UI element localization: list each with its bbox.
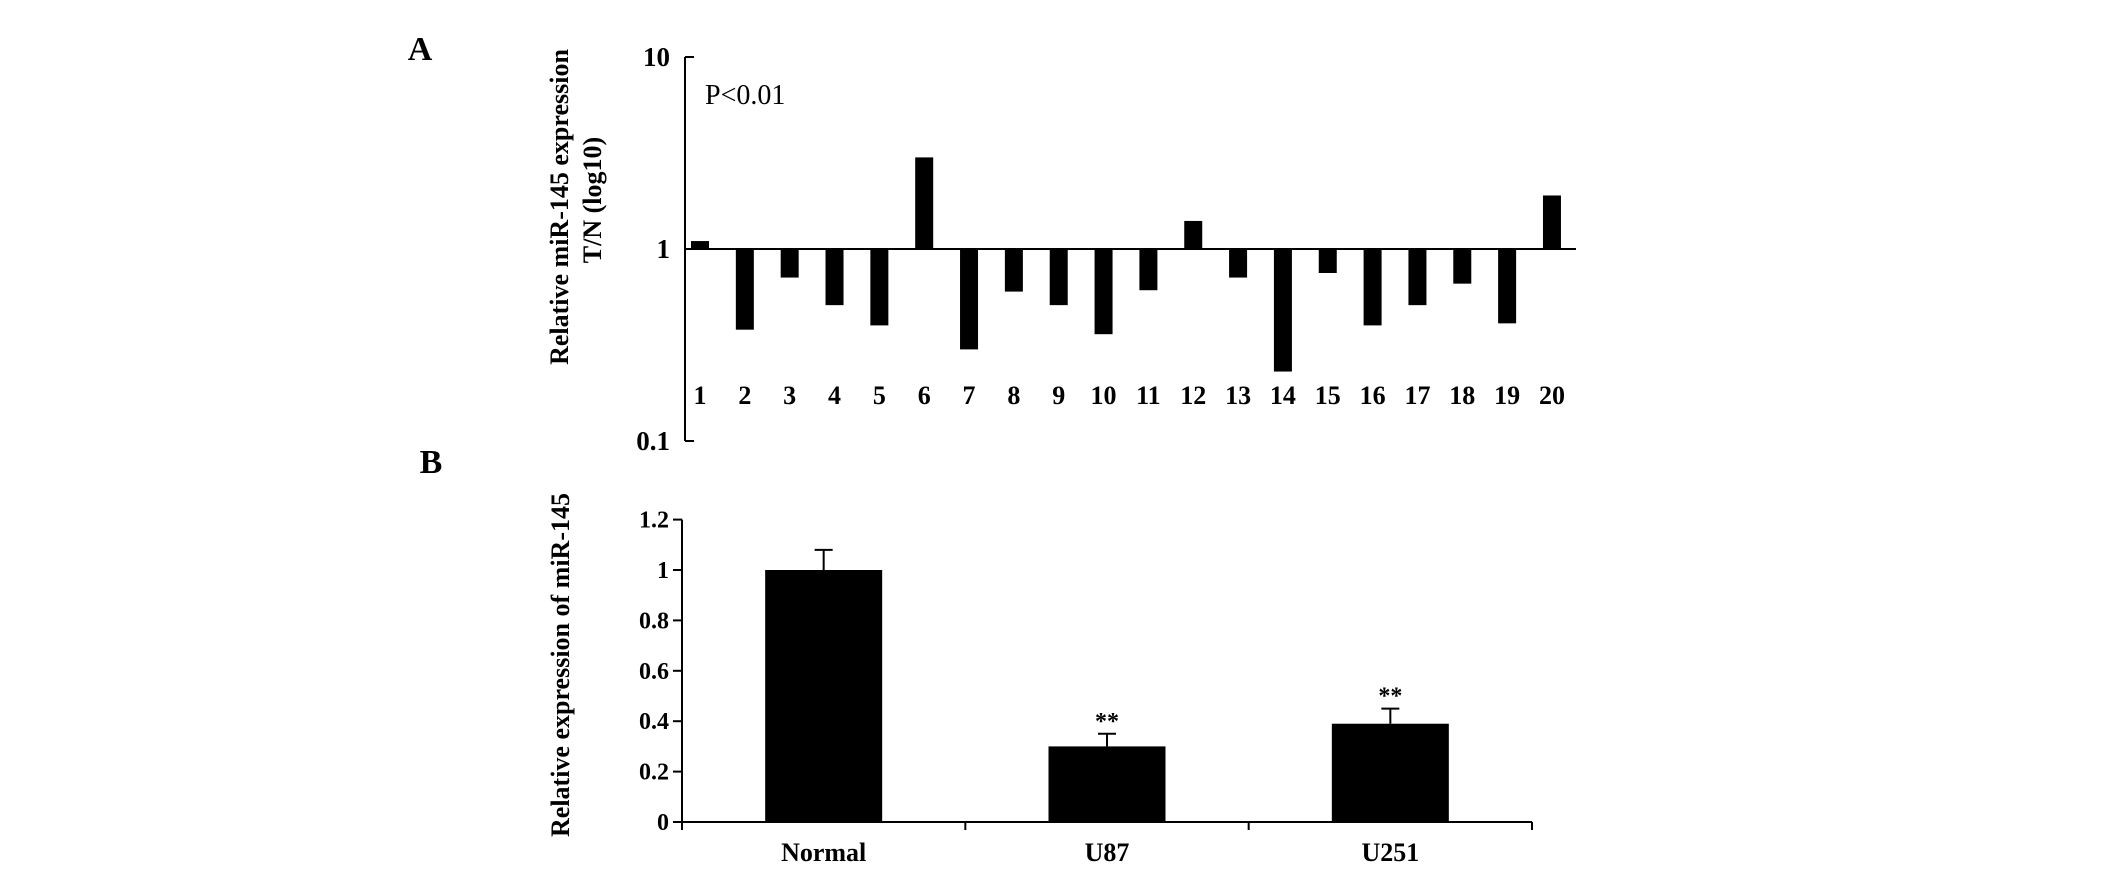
panel-b-bar-u87 bbox=[1048, 746, 1166, 822]
panel-a-y-tick-label-2: 1 bbox=[657, 234, 671, 264]
panel-b-significance-u87: ** bbox=[1095, 709, 1119, 735]
panel-a-y-tick-label-1: 10 bbox=[643, 42, 670, 72]
panel-b-y-tick-label-1: 0 bbox=[657, 810, 669, 836]
panel-b-category-label-normal: Normal bbox=[781, 838, 866, 867]
panel-a-category-label-8: 8 bbox=[1007, 381, 1020, 410]
panel-a-bar-17 bbox=[1408, 249, 1427, 306]
panel-a-bar-4 bbox=[825, 249, 844, 306]
panel-b-label: B bbox=[420, 444, 443, 481]
panel-a-category-label-19: 19 bbox=[1494, 381, 1520, 410]
panel-a-category-label-17: 17 bbox=[1404, 381, 1430, 410]
panel-a-bar-19 bbox=[1498, 249, 1517, 324]
panel-b-significance-u251: ** bbox=[1378, 684, 1402, 710]
panel-b-y-tick-label-5: 0.8 bbox=[639, 608, 669, 634]
panel-a-category-label-15: 15 bbox=[1315, 381, 1341, 410]
panel-b-y-tick-label-2: 0.2 bbox=[639, 760, 669, 786]
panel-a-category-label-9: 9 bbox=[1052, 381, 1065, 410]
panel-a-bar-7 bbox=[960, 249, 979, 350]
panel-a-bars bbox=[691, 157, 1561, 372]
panel-a-category-label-20: 20 bbox=[1539, 381, 1565, 410]
panel-a-bar-16 bbox=[1363, 249, 1382, 326]
panel-b-bar-u251 bbox=[1331, 723, 1449, 822]
panel-b-chart: B Relative expression of miR-145 0 0.2 0.4… bbox=[420, 444, 1533, 867]
panel-a-bar-15 bbox=[1318, 249, 1337, 273]
panel-a-bar-20 bbox=[1542, 195, 1561, 249]
panel-a-category-label-18: 18 bbox=[1449, 381, 1475, 410]
panel-a-bar-3 bbox=[780, 249, 799, 278]
panel-a-bar-10 bbox=[1094, 249, 1113, 335]
panel-a-bar-11 bbox=[1139, 249, 1158, 291]
panel-b-category-label-u87: U87 bbox=[1085, 838, 1130, 867]
panel-b-bars bbox=[765, 570, 1449, 822]
panel-a-category-label-12: 12 bbox=[1180, 381, 1206, 410]
panel-a-category-label-13: 13 bbox=[1225, 381, 1251, 410]
panel-b-y-tick-label-6: 1 bbox=[657, 558, 669, 584]
panel-b-y-tick-label-7: 1.2 bbox=[639, 508, 669, 534]
panel-a-category-label-2: 2 bbox=[738, 381, 751, 410]
panel-a-category-label-16: 16 bbox=[1360, 381, 1386, 410]
panel-a-category-label-7: 7 bbox=[963, 381, 976, 410]
panel-a-category-label-6: 6 bbox=[918, 381, 931, 410]
panel-a-bar-6 bbox=[915, 157, 934, 249]
panel-a-bar-13 bbox=[1229, 249, 1248, 278]
panel-a-category-label-3: 3 bbox=[783, 381, 796, 410]
panel-b-labels: 0 0.2 0.4 0.6 0.8 1 1.2 Normal ** U87 ** U251 bbox=[639, 508, 1419, 867]
panel-a-category-label-5: 5 bbox=[873, 381, 886, 410]
panel-a-y-axis-title-line-1: Relative miR-145 expression bbox=[545, 49, 574, 365]
panel-a-category-label-4: 4 bbox=[828, 381, 841, 410]
panel-a-label: A bbox=[408, 31, 433, 68]
panel-a-category-label-1: 1 bbox=[694, 381, 707, 410]
p-value-annotation: P<0.01 bbox=[705, 80, 785, 111]
panel-a-bar-2 bbox=[735, 249, 754, 330]
panel-a-bar-8 bbox=[1004, 249, 1023, 292]
panel-a-bar-9 bbox=[1049, 249, 1068, 306]
panel-a-bar-18 bbox=[1453, 249, 1472, 284]
panel-b-error-bars bbox=[814, 548, 1400, 747]
panel-a-bar-14 bbox=[1273, 249, 1292, 372]
panel-a-bar-1 bbox=[691, 241, 709, 249]
panel-b-category-label-u251: U251 bbox=[1361, 838, 1419, 867]
panel-a-bar-5 bbox=[870, 249, 889, 326]
panel-a-category-label-10: 10 bbox=[1091, 381, 1117, 410]
panel-a-y-axis-title-line-2: T/N (log10) bbox=[578, 137, 607, 263]
panel-b-y-tick-label-3: 0.4 bbox=[639, 709, 669, 735]
panel-a-chart: A Relative miR-145 expression T/N (log10… bbox=[408, 31, 1576, 456]
panel-b-y-tick-label-4: 0.6 bbox=[639, 659, 669, 685]
panel-b-y-axis-title: Relative expression of miR-145 bbox=[546, 493, 575, 837]
panel-b-bar-normal bbox=[765, 570, 883, 822]
panel-a-category-label-14: 14 bbox=[1270, 381, 1296, 410]
panel-a-category-label-11: 11 bbox=[1136, 381, 1161, 410]
panel-a-bar-12 bbox=[1184, 220, 1203, 249]
panel-a-y-tick-label-3: 0.1 bbox=[636, 426, 670, 456]
